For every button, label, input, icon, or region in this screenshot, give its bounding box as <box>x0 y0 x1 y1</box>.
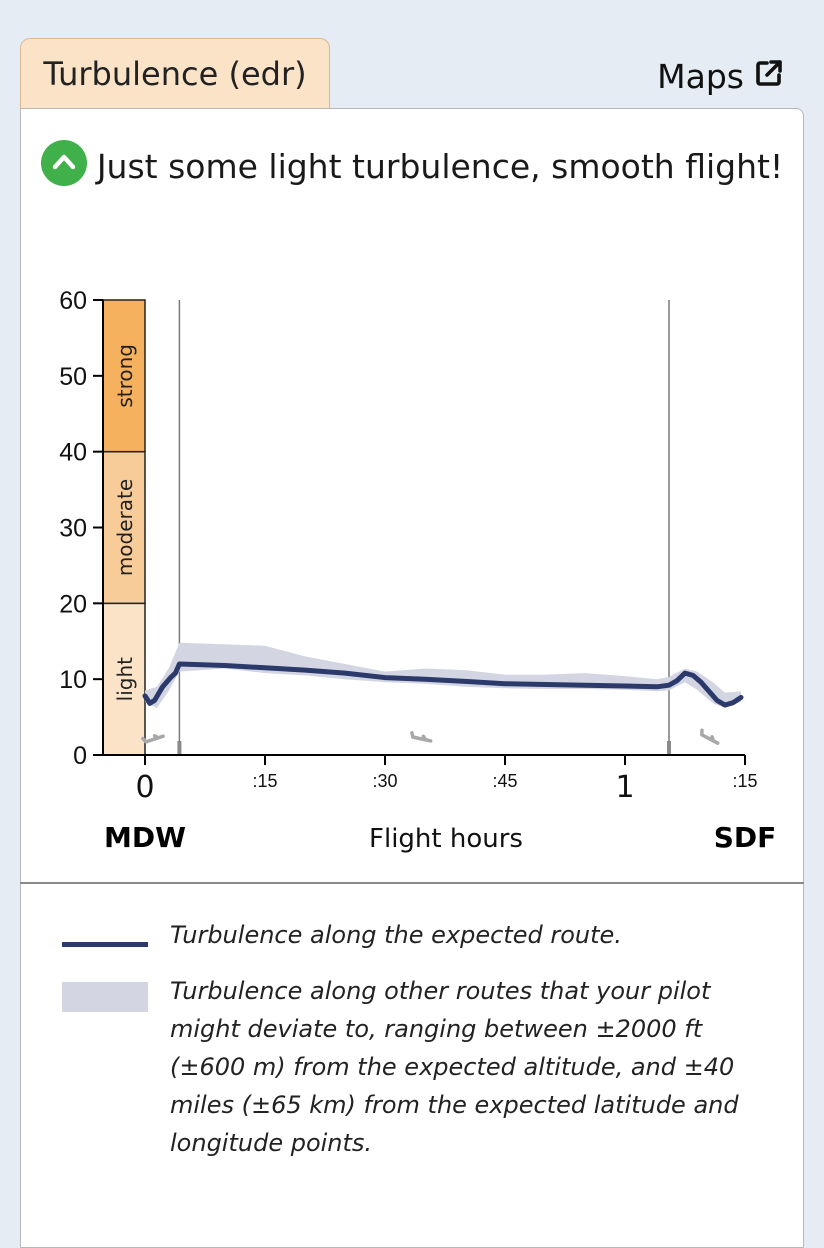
axes: 0 10 20 30 40 50 60 0 :15 :30 :45 1 :15 <box>59 287 757 805</box>
band-label: moderate <box>113 479 137 576</box>
aircraft-markers <box>141 728 720 745</box>
band-light <box>102 602 146 756</box>
chevron-up-icon <box>40 140 87 186</box>
legend-item-range: Turbulence along other routes that your … <box>62 972 770 1162</box>
x-tick-label: 0 <box>135 770 154 805</box>
legend-text: Turbulence along other routes that your … <box>170 977 739 1157</box>
band-label: strong <box>113 344 137 408</box>
external-link-icon <box>754 57 784 96</box>
y-tick-label: 40 <box>59 439 87 467</box>
maps-link-label: Maps <box>657 56 744 96</box>
y-tick-label: 60 <box>59 287 87 315</box>
x-tick-label: :15 <box>732 771 757 791</box>
deviation-range-area <box>145 642 741 708</box>
phase-marker-tick <box>667 741 671 755</box>
legend-band-swatch <box>62 982 148 1012</box>
summary-text: Just some light turbulence, smooth fligh… <box>96 147 784 186</box>
x-tick-label: :45 <box>492 771 517 791</box>
phase-marker-tick <box>177 741 182 755</box>
legend-item-route: Turbulence along the expected route. <box>62 916 770 954</box>
tab-turbulence-edr[interactable]: Turbulence (edr) <box>20 38 330 108</box>
y-tick-label: 0 <box>73 742 87 770</box>
plane-icon <box>700 728 720 745</box>
tab-label: Turbulence (edr) <box>43 54 307 93</box>
origin-airport-label: MDW <box>104 821 186 854</box>
band-strong <box>102 299 146 453</box>
x-tick-label: :15 <box>252 771 277 791</box>
legend-line-swatch <box>62 942 148 947</box>
plane-icon <box>410 731 433 743</box>
band-label: light <box>113 657 137 701</box>
x-tick-label: :30 <box>372 771 397 791</box>
y-tick-label: 10 <box>59 666 87 694</box>
plane-icon <box>141 734 165 744</box>
plane-shape <box>700 728 720 745</box>
destination-airport-label: SDF <box>714 821 777 854</box>
plane-shape <box>141 734 165 744</box>
route-line <box>142 661 744 708</box>
turbulence-chart: light moderate strong 0 10 20 30 40 50 60 0 :15 :30… <box>59 287 777 854</box>
legend-text: Turbulence along the expected route. <box>170 921 622 949</box>
turbulence-summary: Just some light turbulence, smooth fligh… <box>20 140 804 194</box>
route-line-path <box>142 661 744 708</box>
plane-shape <box>410 731 433 743</box>
y-tick-label: 20 <box>59 590 87 618</box>
y-tick-label: 50 <box>59 363 87 391</box>
y-tick-label: 30 <box>59 515 87 543</box>
severity-bands: light moderate strong <box>102 299 146 756</box>
legend-divider <box>20 882 804 884</box>
maps-link[interactable]: Maps <box>657 54 784 98</box>
x-axis-title: Flight hours <box>369 824 523 854</box>
deviation-range <box>145 642 741 708</box>
x-tick-label: 1 <box>615 770 634 805</box>
